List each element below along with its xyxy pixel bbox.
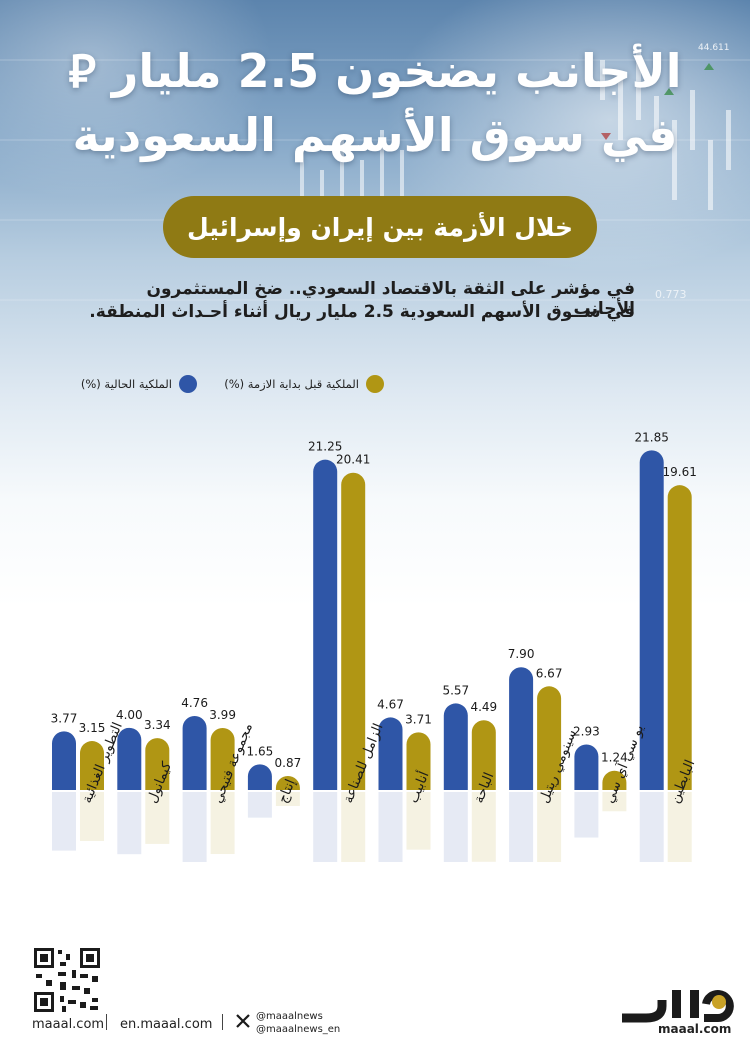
bar-before-7 bbox=[537, 686, 562, 790]
subtitle-text: خلال الأزمة بين إيران وإسرائيل bbox=[187, 212, 573, 242]
bar-reflection-current-7 bbox=[509, 792, 534, 862]
legend-label-before: الملكية قبل بداية الازمة (%) bbox=[224, 377, 359, 391]
bar-reflection-before-4 bbox=[341, 792, 366, 862]
data-label-current-2: 4.76 bbox=[181, 696, 208, 710]
data-label-current-9: 21.85 bbox=[635, 430, 669, 444]
data-label-current-3: 1.65 bbox=[247, 744, 274, 758]
intro-line-2: في ســوق الأسهم السعودية 2.5 مليار ريال … bbox=[89, 302, 635, 322]
bar-current-8 bbox=[574, 744, 599, 790]
data-label-before-8: 1.24 bbox=[601, 751, 628, 765]
bar-reflection-current-4 bbox=[313, 792, 338, 862]
bar-reflection-before-5 bbox=[406, 792, 431, 850]
bar-reflection-current-8 bbox=[574, 792, 599, 838]
data-label-before-1: 3.34 bbox=[144, 718, 171, 732]
bar-before-6 bbox=[471, 720, 496, 790]
bar-reflection-current-2 bbox=[182, 792, 207, 862]
logo-caption: maaal.com bbox=[658, 1022, 732, 1036]
subtitle-pill: خلال الأزمة بين إيران وإسرائيل bbox=[163, 196, 597, 258]
footer-divider bbox=[222, 1014, 223, 1030]
legend-swatch-current bbox=[179, 375, 197, 393]
ticker-text-2: 0.773 bbox=[655, 288, 687, 301]
x-social-icon bbox=[236, 1014, 250, 1028]
bar-current-0 bbox=[52, 731, 76, 790]
page-title-line-2: في سوق الأسهم السعودية bbox=[72, 108, 678, 162]
bar-current-7 bbox=[509, 667, 534, 790]
bar-reflection-current-1 bbox=[117, 792, 142, 855]
data-label-before-6: 4.49 bbox=[470, 700, 497, 714]
legend-swatch-before bbox=[366, 375, 384, 393]
bar-current-9 bbox=[639, 450, 664, 790]
bar-current-6 bbox=[443, 703, 468, 790]
data-label-before-0: 3.15 bbox=[79, 721, 106, 735]
bar-current-2 bbox=[182, 716, 207, 790]
data-label-current-5: 4.67 bbox=[377, 697, 404, 711]
data-label-current-0: 3.77 bbox=[51, 711, 78, 725]
legend-item-before: الملكية قبل بداية الازمة (%) bbox=[212, 372, 384, 396]
social-handle-2[interactable]: @maaalnews_en bbox=[256, 1024, 341, 1035]
data-label-before-9: 19.61 bbox=[663, 465, 697, 479]
data-label-current-7: 7.90 bbox=[508, 647, 535, 661]
bar-reflection-before-7 bbox=[537, 792, 562, 862]
bar-before-9 bbox=[667, 485, 692, 790]
bar-reflection-current-5 bbox=[378, 792, 403, 862]
bar-current-3 bbox=[247, 764, 272, 790]
bar-reflection-before-1 bbox=[145, 792, 170, 844]
footer-divider bbox=[106, 1014, 107, 1030]
bar-reflection-current-0 bbox=[52, 792, 76, 851]
site-link-en[interactable]: en.maaal.com bbox=[120, 1017, 213, 1032]
data-label-current-1: 4.00 bbox=[116, 708, 143, 722]
page-title-line-1: الأجانب يضخون 2.5 مليار ⃁ bbox=[68, 44, 682, 98]
bar-current-4 bbox=[313, 459, 338, 790]
ownership-bar-chart: 3.773.15 4.003.34 4.763.99 1.650.87 21.2520.… bbox=[51, 430, 698, 862]
bar-reflection-current-6 bbox=[443, 792, 468, 862]
bar-before-0 bbox=[80, 741, 104, 790]
ticker-text-1: 44.611 bbox=[698, 43, 730, 53]
bar-reflection-before-0 bbox=[80, 792, 104, 841]
bar-reflection-before-6 bbox=[471, 792, 496, 862]
social-handle-1[interactable]: @maaalnews bbox=[256, 1011, 323, 1022]
data-label-before-3: 0.87 bbox=[275, 756, 302, 770]
legend-label-current: الملكية الحالية (%) bbox=[80, 377, 172, 391]
data-label-before-4: 20.41 bbox=[336, 453, 370, 467]
bar-before-2 bbox=[210, 727, 235, 790]
intro-line-1: في مؤشر على الثقة بالاقتصاد السعودي.. ضخ… bbox=[146, 279, 635, 319]
bar-current-5 bbox=[378, 717, 403, 790]
bar-reflection-before-2 bbox=[210, 792, 235, 855]
bar-before-5 bbox=[406, 732, 431, 790]
data-label-before-5: 3.71 bbox=[405, 712, 432, 726]
data-label-current-8: 2.93 bbox=[573, 724, 600, 738]
data-label-current-4: 21.25 bbox=[308, 440, 342, 454]
qr-code-icon bbox=[32, 946, 102, 1014]
bar-reflection-before-3 bbox=[275, 792, 300, 806]
maaal-logo bbox=[622, 990, 734, 1023]
bar-before-1 bbox=[145, 738, 170, 790]
bar-reflection-before-8 bbox=[602, 792, 627, 812]
bar-before-4 bbox=[341, 472, 366, 790]
data-label-before-2: 3.99 bbox=[209, 708, 236, 722]
data-label-before-7: 6.67 bbox=[536, 666, 563, 680]
bar-reflection-current-9 bbox=[639, 792, 664, 862]
bar-reflection-before-9 bbox=[667, 792, 692, 862]
data-label-current-6: 5.57 bbox=[442, 683, 469, 697]
bar-before-3 bbox=[275, 776, 300, 790]
bar-before-8 bbox=[602, 770, 627, 790]
legend-item-current: الملكية الحالية (%) bbox=[62, 372, 197, 396]
bar-current-1 bbox=[117, 727, 142, 790]
site-link[interactable]: maaal.com bbox=[32, 1017, 105, 1032]
bar-reflection-current-3 bbox=[247, 792, 272, 818]
